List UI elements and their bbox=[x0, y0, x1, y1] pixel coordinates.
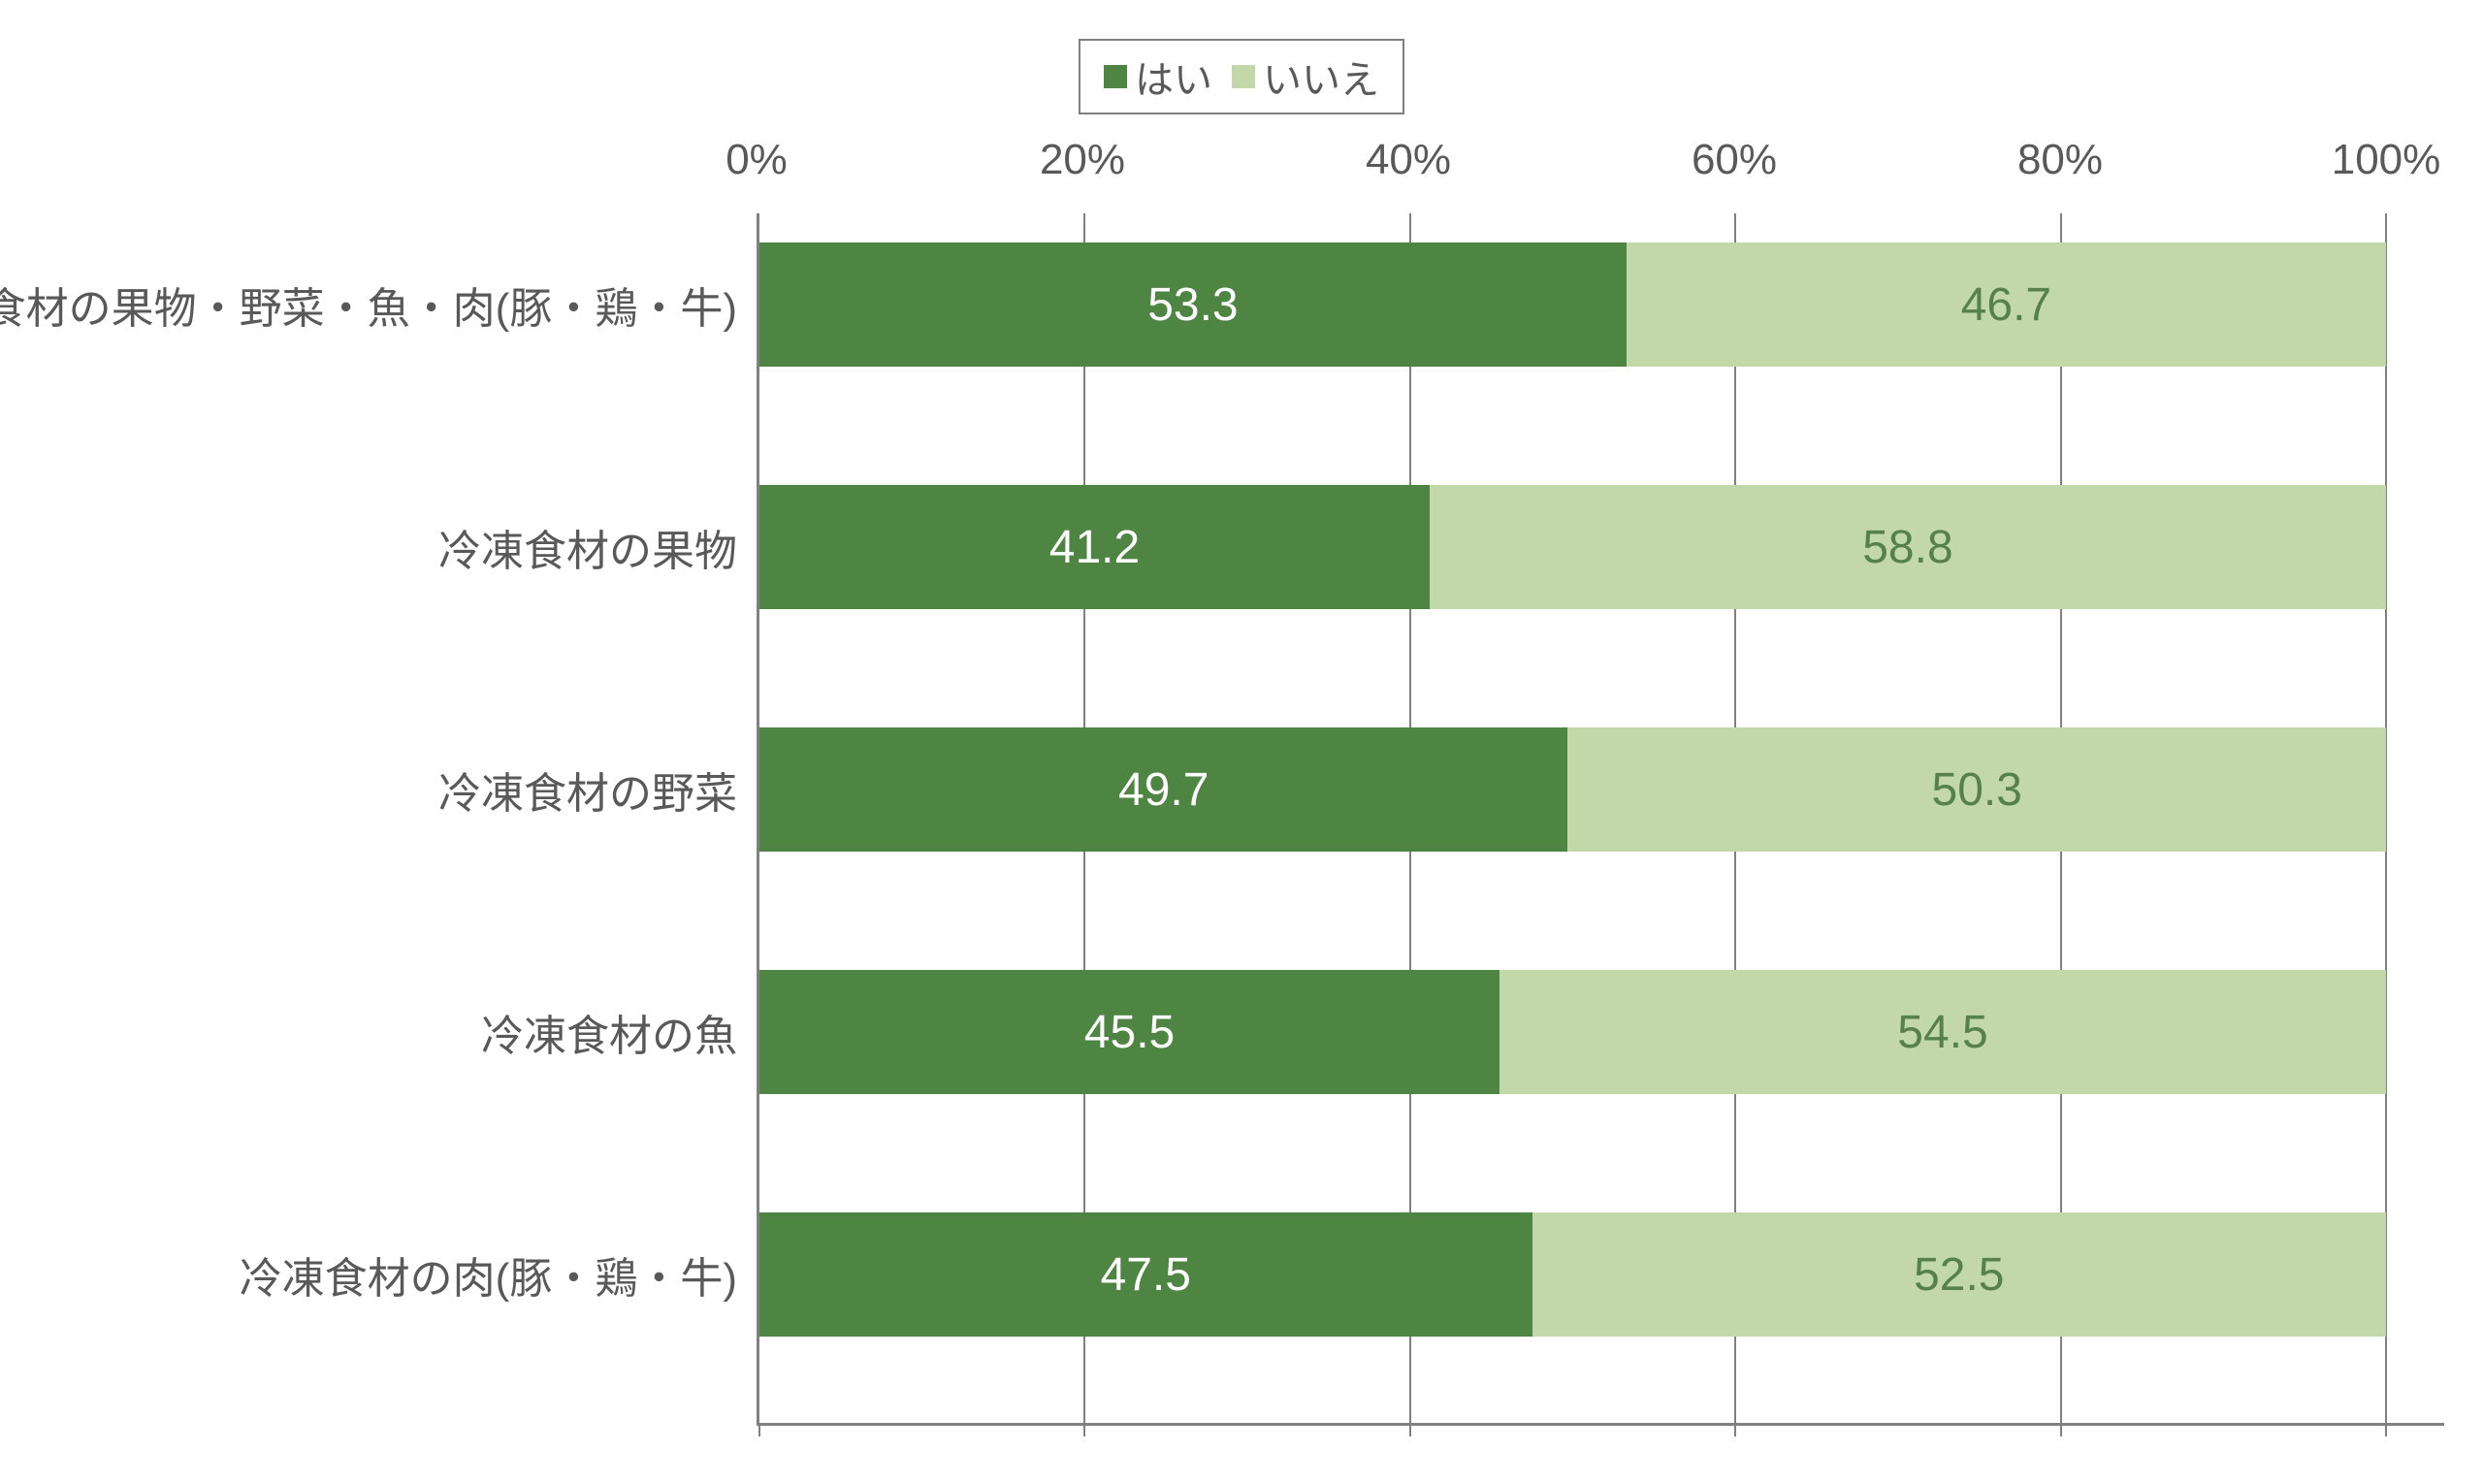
legend-label-yes: はい bbox=[1135, 48, 1212, 105]
legend-item-yes: はい bbox=[1104, 48, 1212, 105]
bar-row: 41.258.8 bbox=[759, 485, 2386, 609]
category-label: 冷凍食材の果物 bbox=[438, 516, 737, 578]
bar-segment-no: 58.8 bbox=[1430, 485, 2386, 609]
legend-item-no: いいえ bbox=[1232, 48, 1379, 105]
x-tick-label: 0% bbox=[726, 136, 788, 184]
bar-segment-yes: 41.2 bbox=[759, 485, 1430, 609]
bar-segment-no: 54.5 bbox=[1499, 970, 2386, 1094]
legend: はい いいえ bbox=[1079, 39, 1404, 114]
category-labels: 冷凍食材の果物・野菜・魚・肉(豚・鶏・牛)冷凍食材の果物冷凍食材の野菜冷凍食材の… bbox=[39, 213, 737, 1426]
bar-segment-yes: 49.7 bbox=[759, 727, 1567, 852]
legend-label-no: いいえ bbox=[1263, 48, 1379, 105]
legend-swatch-yes bbox=[1104, 65, 1127, 88]
x-tick-label: 80% bbox=[2017, 136, 2103, 184]
category-label: 冷凍食材の果物・野菜・魚・肉(豚・鶏・牛) bbox=[0, 274, 737, 336]
bar-segment-yes: 45.5 bbox=[759, 970, 1499, 1094]
x-tick-mark bbox=[2385, 1423, 2387, 1436]
x-tick-mark bbox=[758, 1423, 760, 1436]
bar-row: 49.750.3 bbox=[759, 727, 2386, 852]
bar-segment-no: 50.3 bbox=[1567, 727, 2386, 852]
category-label: 冷凍食材の野菜 bbox=[438, 758, 737, 821]
category-label: 冷凍食材の肉(豚・鶏・牛) bbox=[240, 1243, 737, 1306]
x-tick-label: 100% bbox=[2332, 136, 2441, 184]
bar-segment-no: 46.7 bbox=[1627, 242, 2386, 367]
bar-row: 47.552.5 bbox=[759, 1212, 2386, 1337]
bars-container: 53.346.7 41.258.8 49.750.3 45.554.5 47.552.5 bbox=[759, 213, 2386, 1423]
bar-row: 45.554.5 bbox=[759, 970, 2386, 1094]
legend-swatch-no bbox=[1232, 65, 1255, 88]
category-label: 冷凍食材の魚 bbox=[481, 1001, 737, 1063]
x-tick-label: 40% bbox=[1366, 136, 1451, 184]
bar-segment-yes: 47.5 bbox=[759, 1212, 1532, 1337]
x-tick-mark bbox=[1734, 1423, 1736, 1436]
bar-segment-no: 52.5 bbox=[1532, 1212, 2386, 1337]
x-tick-label: 20% bbox=[1040, 136, 1125, 184]
x-tick-mark bbox=[2060, 1423, 2062, 1436]
stacked-bar-chart: はい いいえ 0% 20% 40% 60% 80% 100% 冷凍食材の果物・野菜・魚・肉… bbox=[39, 39, 2444, 1445]
x-tick-label: 60% bbox=[1692, 136, 1777, 184]
bar-row: 53.346.7 bbox=[759, 242, 2386, 367]
bar-segment-yes: 53.3 bbox=[759, 242, 1627, 367]
x-axis-extension bbox=[2386, 1423, 2444, 1426]
plot-area: 53.346.7 41.258.8 49.750.3 45.554.5 47.552.5 bbox=[757, 213, 2386, 1426]
x-tick-mark bbox=[1083, 1423, 1085, 1436]
x-tick-mark bbox=[1409, 1423, 1411, 1436]
x-axis-labels: 0%20%40%60%80%100% bbox=[757, 136, 2386, 194]
